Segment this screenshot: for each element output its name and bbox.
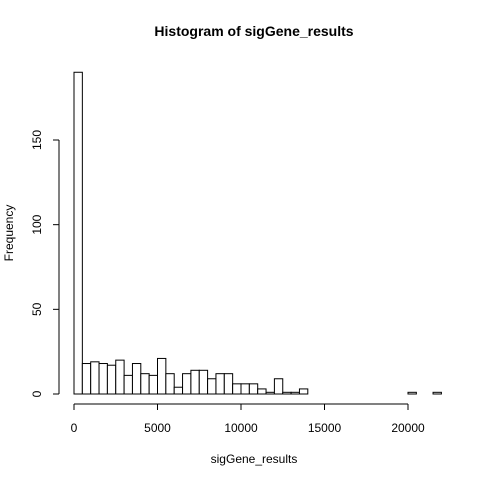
x-tick-label: 0 (71, 421, 78, 435)
y-tick-label: 0 (30, 390, 44, 397)
x-axis-label: sigGene_results (211, 452, 298, 466)
histogram-bar (232, 383, 242, 395)
histogram-bar (131, 363, 142, 395)
y-tick-label: 150 (30, 130, 44, 150)
histogram-bar (282, 391, 292, 395)
histogram-bar (265, 391, 275, 395)
histogram-bar (106, 364, 117, 395)
y-axis: 0 50 100 150 (30, 130, 60, 397)
histogram-bar (98, 363, 108, 395)
y-tick-label: 100 (30, 214, 44, 234)
histogram-bar (273, 378, 284, 395)
histogram-bar (248, 383, 259, 395)
x-tick-label: 15000 (308, 421, 342, 435)
bars-group (73, 71, 442, 395)
histogram-bar (157, 357, 167, 395)
histogram-bar (140, 373, 150, 395)
histogram-bar (215, 373, 225, 395)
histogram-bar (298, 388, 309, 395)
histogram-bar (165, 373, 175, 395)
histogram-bar (198, 369, 209, 395)
histogram-bar (240, 383, 250, 395)
histogram-bar (207, 378, 217, 395)
histogram-bar (223, 373, 234, 395)
histogram-bar (290, 391, 300, 395)
histogram-bar (182, 373, 192, 395)
histogram-bar (90, 361, 100, 395)
histogram-bar (190, 369, 200, 395)
histogram-bar (173, 386, 184, 395)
histogram-bar (123, 374, 133, 395)
histogram-bar (81, 363, 92, 395)
histogram-bar (115, 359, 125, 395)
x-tick-label: 5000 (144, 421, 171, 435)
histogram-bar (432, 391, 442, 395)
y-axis-label: Frequency (2, 205, 16, 262)
y-tick-label: 50 (30, 302, 44, 316)
histogram-bar (407, 391, 417, 395)
histogram-bar (257, 388, 267, 395)
x-tick-label: 20000 (391, 421, 425, 435)
x-axis: 0 5000 10000 15000 20000 (71, 403, 425, 435)
x-tick-label: 10000 (224, 421, 258, 435)
histogram-bar (73, 71, 83, 395)
histogram-bar (148, 374, 158, 395)
chart-title: Histogram of sigGene_results (154, 23, 353, 39)
